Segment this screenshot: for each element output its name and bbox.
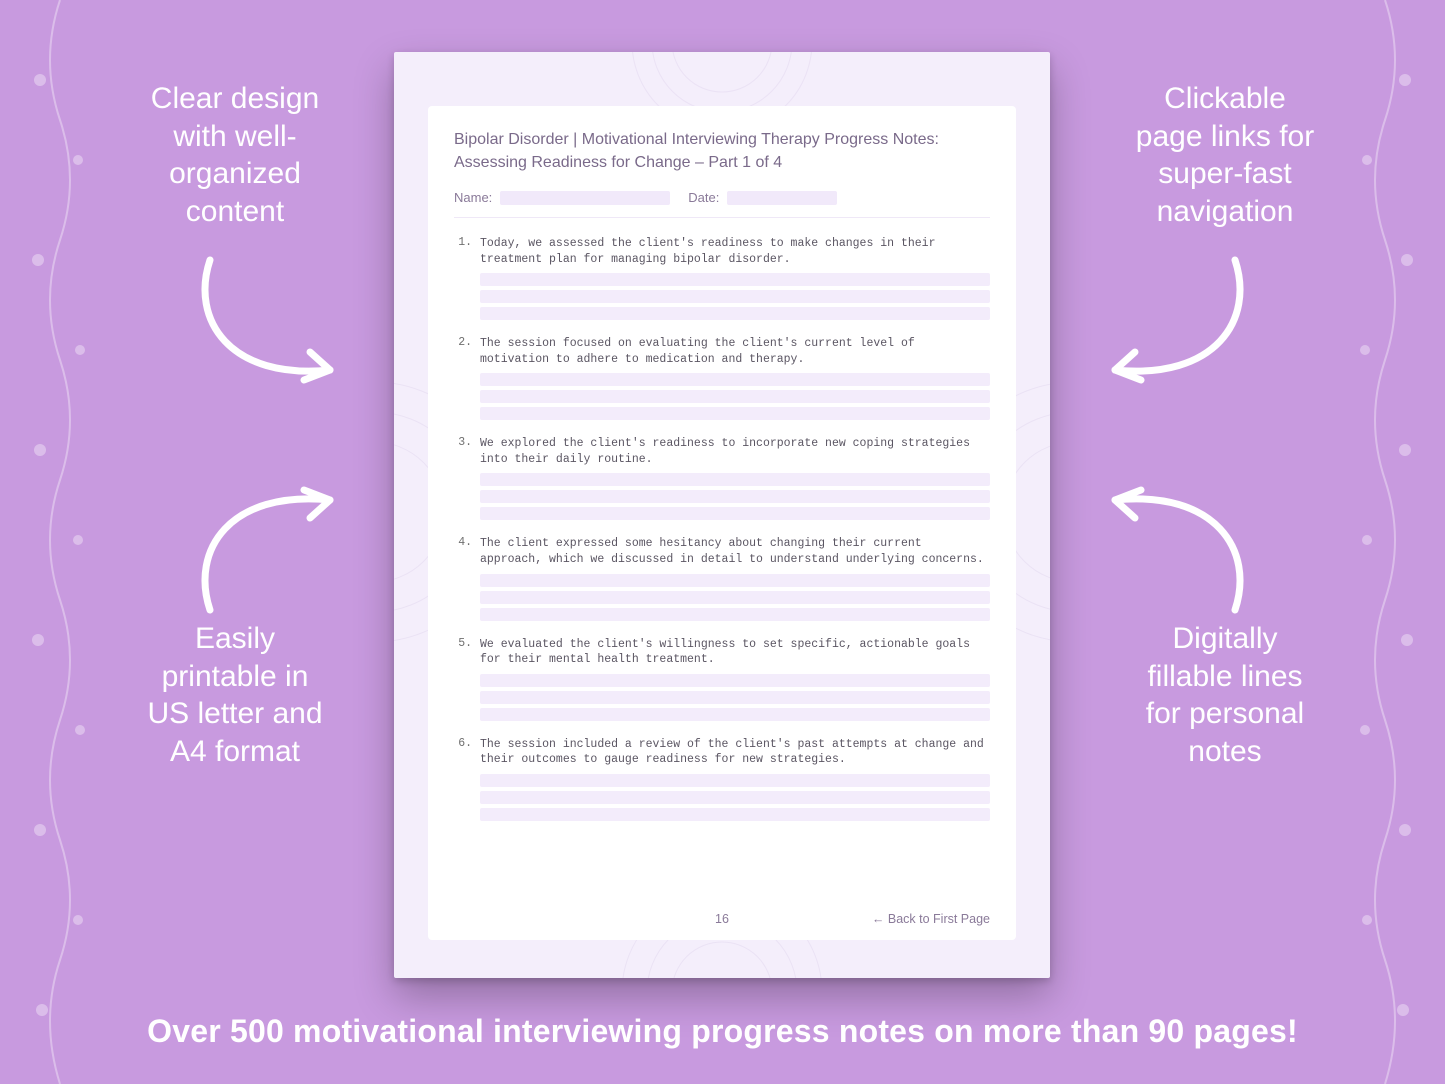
fill-line[interactable] — [480, 708, 990, 721]
fill-lines — [480, 473, 990, 520]
date-input[interactable] — [727, 191, 837, 205]
fill-lines — [480, 674, 990, 721]
name-field: Name: — [454, 190, 670, 205]
fill-lines — [480, 273, 990, 320]
fill-line[interactable] — [480, 808, 990, 821]
fill-line[interactable] — [480, 473, 990, 486]
list-item: 3. We explored the client's readiness to … — [454, 428, 990, 520]
document-title: Bipolar Disorder | Motivational Intervie… — [454, 128, 990, 174]
fill-line[interactable] — [480, 608, 990, 621]
fill-line[interactable] — [480, 390, 990, 403]
meta-row: Name: Date: — [454, 190, 990, 218]
list-item: 1. Today, we assessed the client's readin… — [454, 228, 990, 320]
list-item: 6. The session included a review of the c… — [454, 729, 990, 821]
items-list: 1. Today, we assessed the client's readin… — [454, 228, 990, 904]
list-item: 5. We evaluated the client's willingness … — [454, 629, 990, 721]
date-field: Date: — [688, 190, 837, 205]
callout-line: navigation — [1095, 193, 1355, 231]
fill-line[interactable] — [480, 407, 990, 420]
item-number: 2. — [454, 336, 472, 420]
item-body: We explored the client's readiness to in… — [480, 436, 990, 520]
item-text: Today, we assessed the client's readines… — [480, 236, 990, 267]
callout-line: super-fast — [1095, 155, 1355, 193]
callout-line: US letter and — [110, 695, 360, 733]
fill-line[interactable] — [480, 507, 990, 520]
callout-bottom-right: Digitally fillable lines for personal no… — [1095, 620, 1355, 770]
item-text: We evaluated the client's willingness to… — [480, 637, 990, 668]
item-text: The session included a review of the cli… — [480, 737, 990, 768]
fill-line[interactable] — [480, 490, 990, 503]
list-item: 2. The session focused on evaluating the … — [454, 328, 990, 420]
item-body: The client expressed some hesitancy abou… — [480, 536, 990, 620]
fill-line[interactable] — [480, 307, 990, 320]
fill-lines — [480, 774, 990, 821]
item-body: The session focused on evaluating the cl… — [480, 336, 990, 420]
callout-bottom-left: Easily printable in US letter and A4 for… — [110, 620, 360, 770]
title-line: Bipolar Disorder | Motivational Intervie… — [454, 128, 990, 151]
callout-top-left: Clear design with well- organized conten… — [110, 80, 360, 230]
callout-line: Clear design — [110, 80, 360, 118]
item-number: 4. — [454, 536, 472, 620]
item-body: We evaluated the client's willingness to… — [480, 637, 990, 721]
callout-line: Clickable — [1095, 80, 1355, 118]
callout-line: Digitally — [1095, 620, 1355, 658]
fill-line[interactable] — [480, 691, 990, 704]
page-footer: 16 ← Back to First Page — [454, 904, 990, 926]
callout-line: for personal — [1095, 695, 1355, 733]
callout-line: fillable lines — [1095, 658, 1355, 696]
title-line: Assessing Readiness for Change – Part 1 … — [454, 151, 990, 174]
callout-line: A4 format — [110, 733, 360, 771]
fill-line[interactable] — [480, 574, 990, 587]
item-text: The session focused on evaluating the cl… — [480, 336, 990, 367]
callout-line: notes — [1095, 733, 1355, 771]
item-body: The session included a review of the cli… — [480, 737, 990, 821]
callout-line: content — [110, 193, 360, 231]
fill-line[interactable] — [480, 373, 990, 386]
name-label: Name: — [454, 190, 492, 205]
item-number: 1. — [454, 236, 472, 320]
name-input[interactable] — [500, 191, 670, 205]
item-body: Today, we assessed the client's readines… — [480, 236, 990, 320]
callout-line: page links for — [1095, 118, 1355, 156]
fill-line[interactable] — [480, 774, 990, 787]
item-text: We explored the client's readiness to in… — [480, 436, 990, 467]
item-text: The client expressed some hesitancy abou… — [480, 536, 990, 567]
worksheet-inner: Bipolar Disorder | Motivational Intervie… — [428, 106, 1016, 940]
item-number: 6. — [454, 737, 472, 821]
fill-line[interactable] — [480, 290, 990, 303]
back-to-first-link[interactable]: ← Back to First Page — [811, 912, 990, 926]
date-label: Date: — [688, 190, 719, 205]
callout-line: Easily — [110, 620, 360, 658]
fill-lines — [480, 574, 990, 621]
item-number: 3. — [454, 436, 472, 520]
fill-line[interactable] — [480, 674, 990, 687]
callout-top-right: Clickable page links for super-fast navi… — [1095, 80, 1355, 230]
bottom-banner: Over 500 motivational interviewing progr… — [0, 1013, 1445, 1050]
item-number: 5. — [454, 637, 472, 721]
fill-lines — [480, 373, 990, 420]
list-item: 4. The client expressed some hesitancy ab… — [454, 528, 990, 620]
worksheet-page: Bipolar Disorder | Motivational Intervie… — [394, 52, 1050, 978]
callout-line: printable in — [110, 658, 360, 696]
page-number: 16 — [633, 912, 812, 926]
fill-line[interactable] — [480, 791, 990, 804]
callout-line: with well- — [110, 118, 360, 156]
callout-line: organized — [110, 155, 360, 193]
fill-line[interactable] — [480, 591, 990, 604]
fill-line[interactable] — [480, 273, 990, 286]
